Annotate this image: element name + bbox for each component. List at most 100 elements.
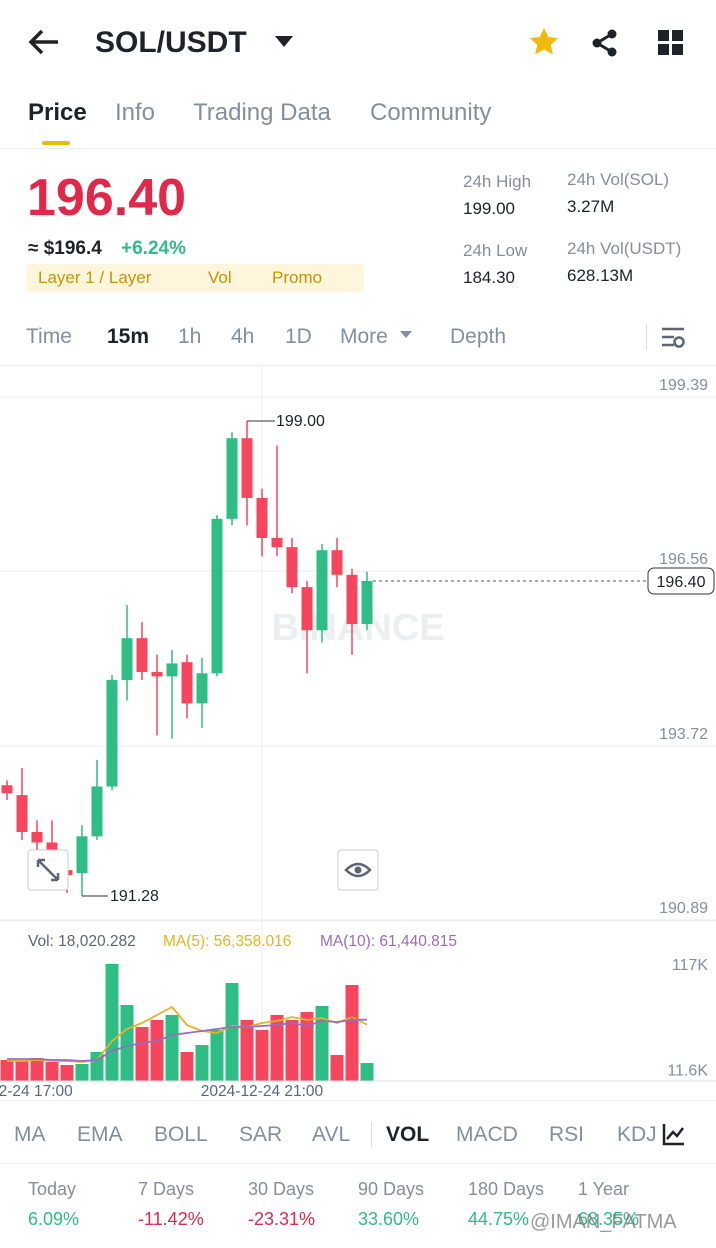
period-label: 30 Days bbox=[248, 1179, 315, 1199]
volume-bar bbox=[165, 1015, 179, 1081]
stat-value: 184.30 bbox=[463, 268, 515, 287]
volume-bar bbox=[105, 964, 119, 1081]
indicator-settings[interactable] bbox=[662, 1122, 686, 1146]
eye-pupil bbox=[354, 866, 362, 874]
interval[interactable]: 1D bbox=[285, 325, 312, 348]
candle-body bbox=[301, 587, 313, 631]
candle-body bbox=[1, 785, 13, 794]
candle-body bbox=[196, 673, 208, 704]
interval[interactable]: Depth bbox=[450, 325, 507, 348]
tag[interactable]: Layer 1 / Layer bbox=[38, 268, 152, 287]
interval[interactable]: More bbox=[340, 325, 388, 348]
period-label: Today bbox=[28, 1179, 77, 1199]
x-tick-label: 12-24 17:00 bbox=[0, 1083, 73, 1100]
candle-body bbox=[331, 550, 343, 575]
last-price-box bbox=[647, 567, 715, 595]
y-tick-label: 199.39 bbox=[659, 377, 708, 394]
tab-indicator bbox=[42, 141, 70, 145]
candlestick-chart: BINANCE 199.39 196.56 193.72 190.89 199.00 191… bbox=[0, 366, 716, 1100]
usd-price: ≈ $196.4 bbox=[28, 238, 102, 259]
candle-body bbox=[271, 537, 283, 548]
indicator[interactable]: RSI bbox=[549, 1123, 585, 1146]
tab[interactable]: Info bbox=[115, 99, 156, 126]
candle-body bbox=[226, 438, 238, 519]
interval[interactable]: 4h bbox=[231, 325, 255, 348]
candle-body bbox=[106, 680, 118, 787]
volume-bar bbox=[195, 1045, 209, 1081]
interval[interactable]: 15m bbox=[107, 325, 150, 348]
volume-ma10-line bbox=[7, 1018, 368, 1062]
volume-bar bbox=[300, 1012, 314, 1081]
tab[interactable]: Community bbox=[370, 99, 492, 126]
candle-body bbox=[166, 663, 178, 677]
indicator[interactable]: MACD bbox=[456, 1123, 518, 1146]
pair-title[interactable]: SOL/USDT bbox=[95, 26, 247, 59]
candle-body bbox=[31, 832, 43, 843]
tag[interactable]: Vol bbox=[208, 268, 232, 287]
candle-body bbox=[316, 550, 328, 631]
candle-body bbox=[151, 672, 163, 677]
candle-body bbox=[346, 574, 358, 625]
candle-body bbox=[286, 547, 298, 588]
stat-label: 24h Vol(SOL) bbox=[567, 170, 670, 189]
candle-body bbox=[181, 662, 193, 704]
volume-bar bbox=[150, 1020, 164, 1081]
stat-value: 3.27M bbox=[567, 197, 615, 216]
candle-body bbox=[256, 497, 268, 538]
volume-bar bbox=[345, 985, 359, 1081]
volume-bar bbox=[135, 1027, 149, 1081]
volume-bar bbox=[240, 1020, 254, 1081]
period-label: 180 Days bbox=[468, 1179, 545, 1199]
price-change: +6.24% bbox=[121, 238, 186, 259]
indicator[interactable]: VOL bbox=[386, 1123, 430, 1146]
tag-bar[interactable] bbox=[26, 264, 364, 292]
indicator[interactable]: MA bbox=[14, 1123, 46, 1146]
indicator[interactable]: BOLL bbox=[154, 1123, 208, 1146]
y-tick-label: 196.56 bbox=[659, 551, 708, 568]
indicator[interactable]: SAR bbox=[239, 1123, 283, 1146]
favorite-star[interactable] bbox=[528, 26, 560, 58]
last-price-label: 196.40 bbox=[657, 574, 706, 591]
period-value: 44.75% bbox=[468, 1209, 530, 1229]
indicator[interactable]: KDJ bbox=[617, 1123, 657, 1146]
stat-value: 628.13M bbox=[567, 266, 634, 285]
volume-bar bbox=[75, 1064, 89, 1081]
pair-caret[interactable] bbox=[275, 36, 293, 48]
layout-button[interactable] bbox=[658, 30, 684, 56]
volume-bar bbox=[30, 1058, 44, 1081]
tab[interactable]: Trading Data bbox=[193, 99, 331, 126]
volume-bar bbox=[45, 1062, 59, 1081]
high-label: 199.00 bbox=[276, 413, 325, 430]
last-price: 196.40 bbox=[27, 169, 187, 227]
interval[interactable]: Time bbox=[26, 325, 72, 348]
x-tick-label: 2024-12-24 21:00 bbox=[201, 1083, 324, 1100]
period-value: -11.42% bbox=[138, 1209, 204, 1229]
period-value: 6.09% bbox=[28, 1209, 80, 1229]
low-label: 191.28 bbox=[110, 888, 159, 905]
tag[interactable]: Promo bbox=[272, 268, 323, 287]
back-button[interactable] bbox=[28, 28, 62, 56]
interval[interactable]: 1h bbox=[178, 325, 202, 348]
volume-bar bbox=[315, 1006, 329, 1081]
period-value: -23.31% bbox=[248, 1209, 316, 1229]
y-tick-label: 193.72 bbox=[659, 726, 708, 743]
period-value: 33.60% bbox=[358, 1209, 420, 1229]
share-button[interactable] bbox=[590, 28, 620, 58]
divider bbox=[0, 148, 716, 149]
indicator[interactable]: EMA bbox=[77, 1123, 123, 1146]
volume-bar bbox=[360, 1063, 374, 1081]
divider bbox=[0, 365, 716, 366]
indicator[interactable]: AVL bbox=[312, 1123, 351, 1146]
expand-icon bbox=[36, 858, 60, 882]
candle-body bbox=[46, 842, 58, 851]
tab[interactable]: Price bbox=[28, 99, 87, 126]
period-value: 68.35% bbox=[578, 1209, 640, 1229]
volume-bar bbox=[270, 1015, 284, 1081]
stat-label: 24h Vol(USDT) bbox=[567, 239, 682, 258]
volume-bar bbox=[210, 1030, 224, 1081]
candle-body bbox=[121, 638, 133, 681]
candle-body bbox=[91, 786, 103, 837]
candle-body bbox=[361, 580, 373, 625]
chart-settings[interactable] bbox=[661, 326, 687, 350]
